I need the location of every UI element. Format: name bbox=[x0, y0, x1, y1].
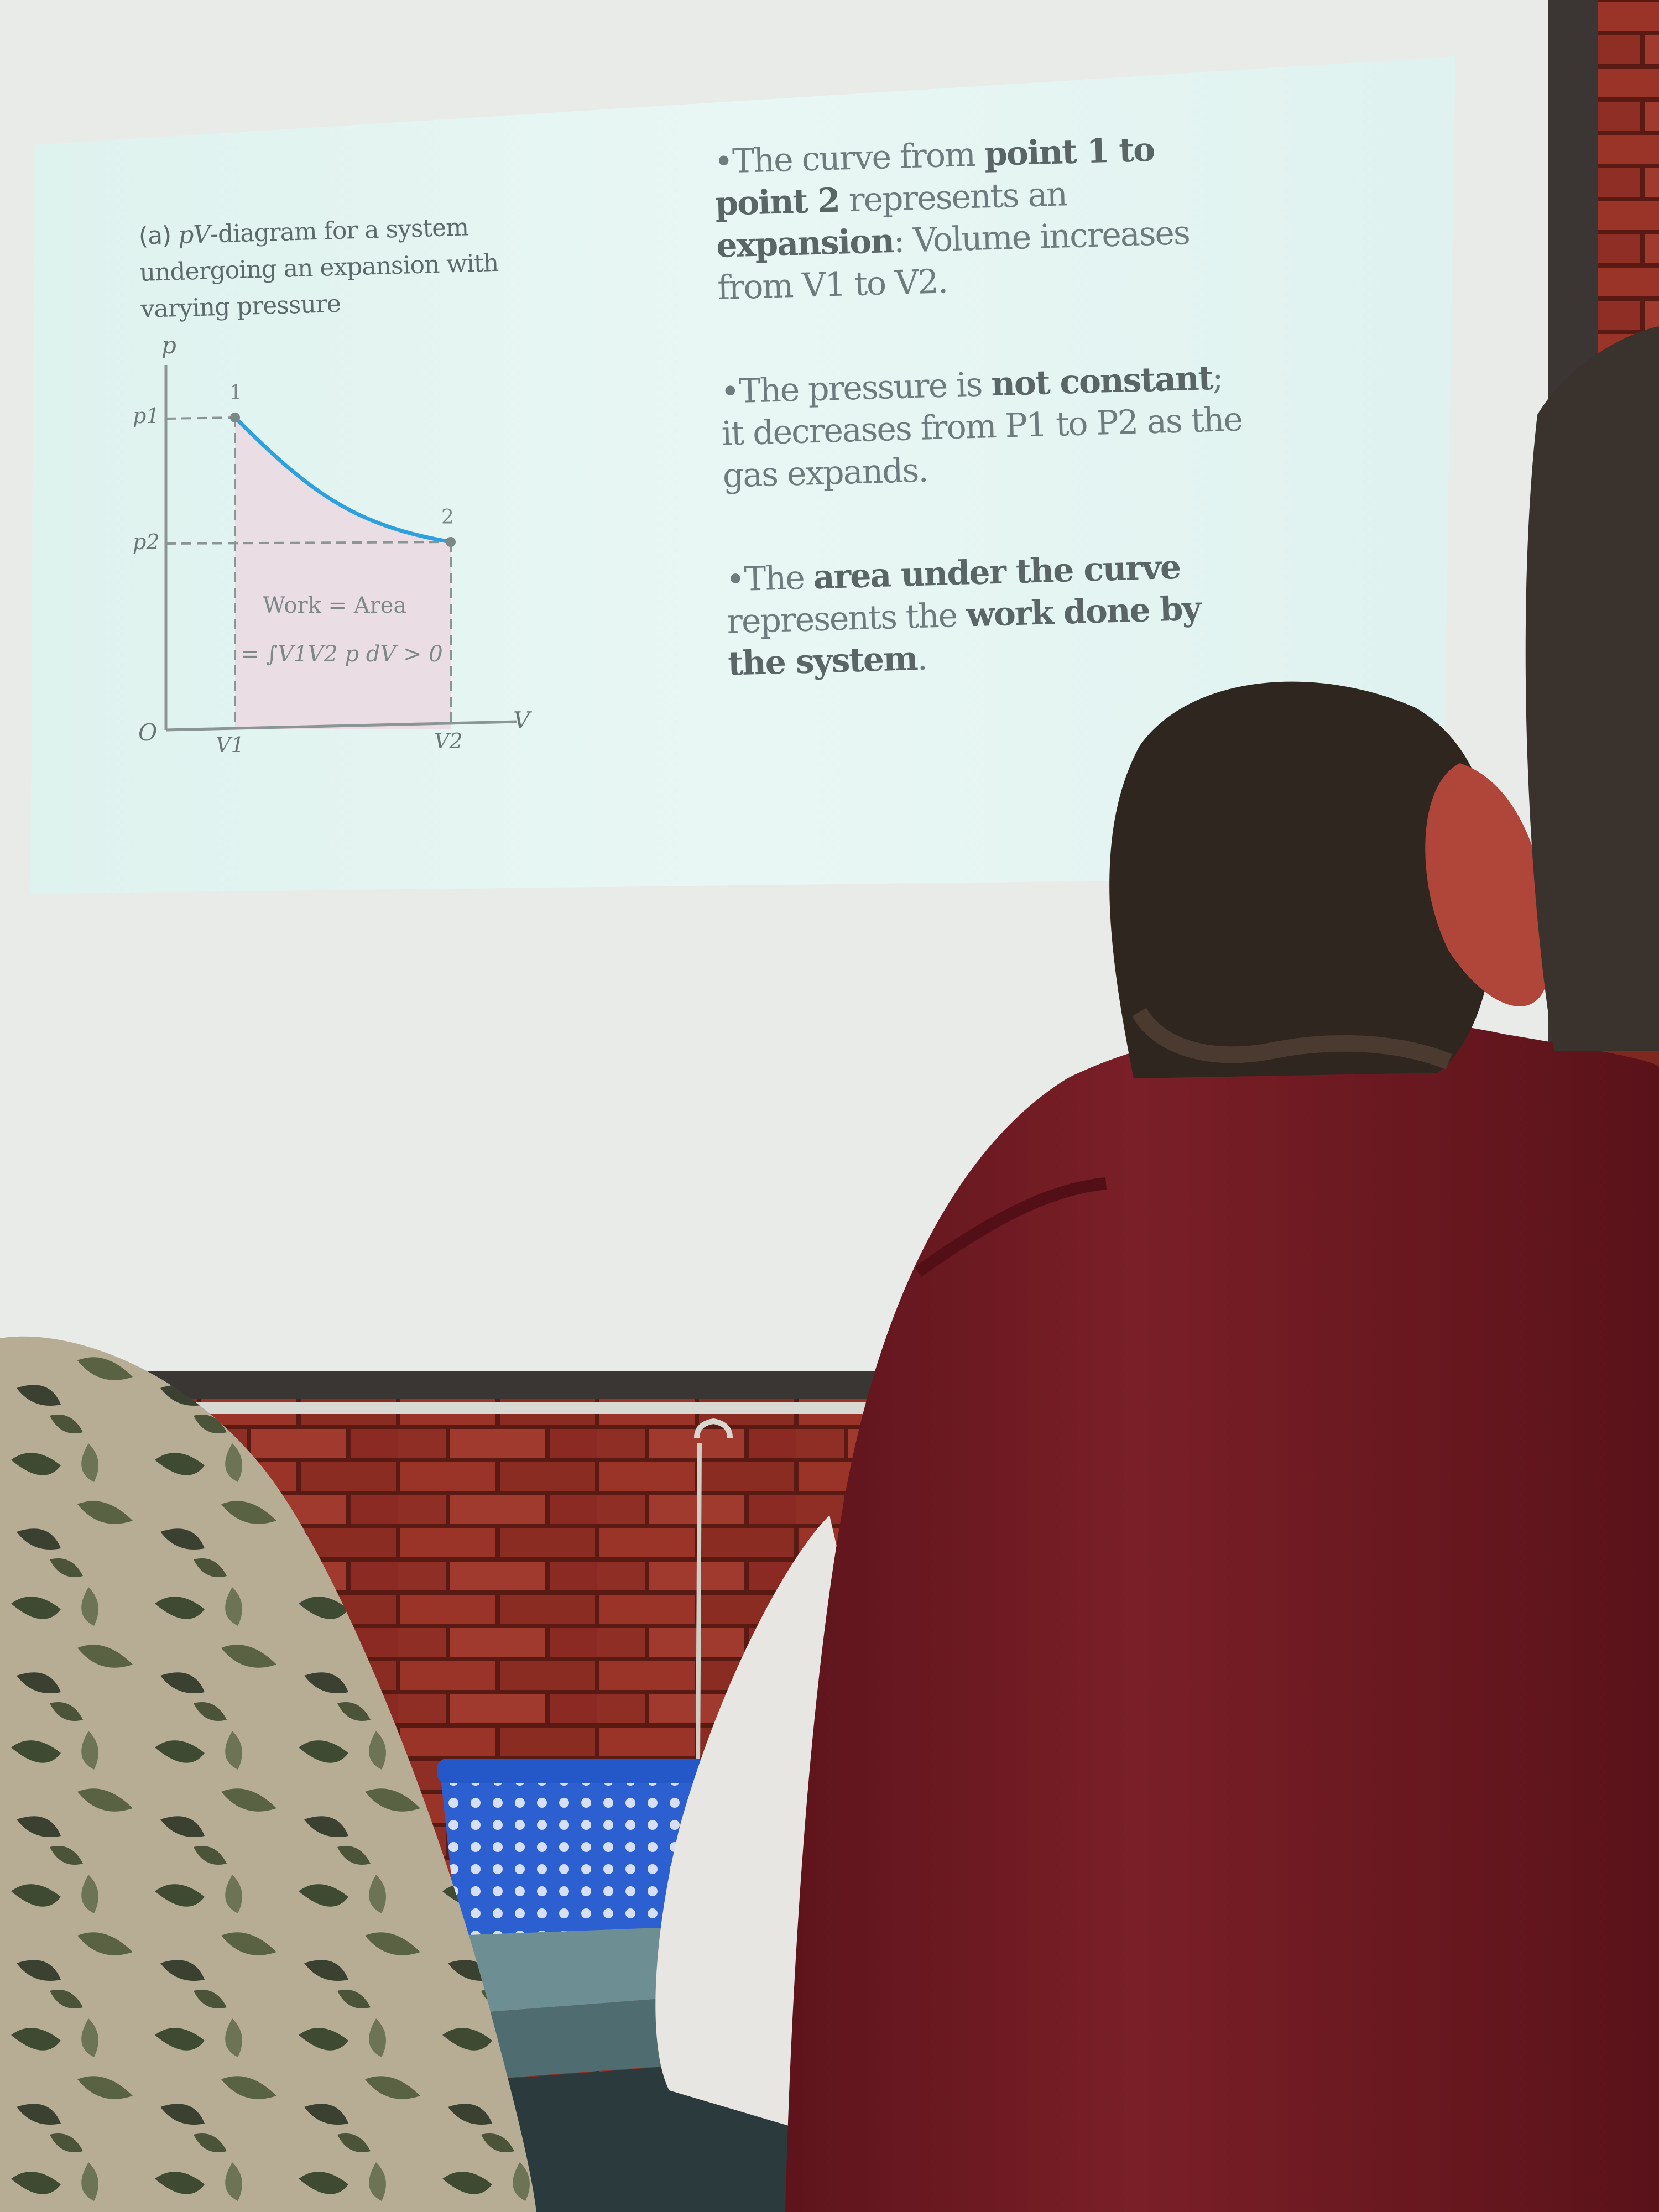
work-area-label: Work = Area bbox=[263, 593, 407, 618]
point-1-label: 1 bbox=[229, 382, 242, 404]
trash-basket bbox=[437, 1759, 738, 1949]
bullet-text: represents the bbox=[726, 596, 967, 641]
person-maroon-sweater bbox=[785, 681, 1659, 2212]
caption-label: (a) bbox=[138, 221, 171, 251]
bullet-text: . bbox=[916, 639, 927, 679]
v-axis-label: V bbox=[513, 707, 530, 734]
point-1-marker bbox=[230, 413, 240, 422]
bullet-work: •The area under the curve represents the… bbox=[725, 544, 1254, 685]
caption-pv: pV bbox=[178, 220, 211, 249]
bullet-text: The pressure is bbox=[738, 365, 992, 411]
p2-label: p2 bbox=[133, 530, 160, 554]
pv-plot bbox=[164, 365, 518, 732]
point-2-marker bbox=[446, 537, 456, 547]
brick-wall-right bbox=[1593, 0, 1659, 359]
v-axis bbox=[165, 720, 518, 732]
head-back bbox=[1109, 681, 1496, 1078]
chain bbox=[696, 1443, 702, 1770]
slide-bullets: •The curve from point 1 to point 2 repre… bbox=[713, 126, 1255, 747]
bullet-expansion: •The curve from point 1 to point 2 repre… bbox=[713, 126, 1243, 309]
v2-label: V2 bbox=[434, 729, 463, 753]
p-axis-label: p bbox=[161, 332, 176, 359]
work-area bbox=[235, 418, 451, 729]
bullet-bold: expansion bbox=[716, 221, 894, 265]
bullet-marker: • bbox=[719, 372, 740, 411]
hook bbox=[694, 1418, 733, 1438]
work-integral-label: = ∫V1V2 p dV > 0 bbox=[241, 641, 443, 667]
v1-label: V1 bbox=[216, 733, 244, 757]
ear bbox=[1425, 763, 1550, 1006]
point-2-label: 2 bbox=[441, 506, 454, 529]
bullet-text: represents an bbox=[838, 175, 1067, 220]
p1-guide bbox=[165, 416, 236, 420]
p1-label: p1 bbox=[133, 404, 160, 428]
bullet-marker: • bbox=[713, 142, 733, 181]
bullet-text: The curve from bbox=[732, 135, 985, 181]
bullet-pressure: •The pressure is not constant; it decrea… bbox=[720, 356, 1249, 497]
origin-label: O bbox=[138, 719, 158, 746]
bullet-bold: area under the curve bbox=[812, 547, 1181, 597]
bullet-text: The bbox=[743, 558, 814, 599]
expansion-curve bbox=[233, 416, 451, 544]
head-right-edge bbox=[1525, 326, 1659, 1051]
person-camo-shirt bbox=[0, 1336, 536, 2212]
bullet-bold: not constant bbox=[990, 358, 1213, 404]
diagram-caption: (a) pV-diagram for a system undergoing a… bbox=[138, 207, 528, 327]
bullet-marker: • bbox=[725, 560, 745, 599]
p2-guide bbox=[165, 541, 451, 545]
